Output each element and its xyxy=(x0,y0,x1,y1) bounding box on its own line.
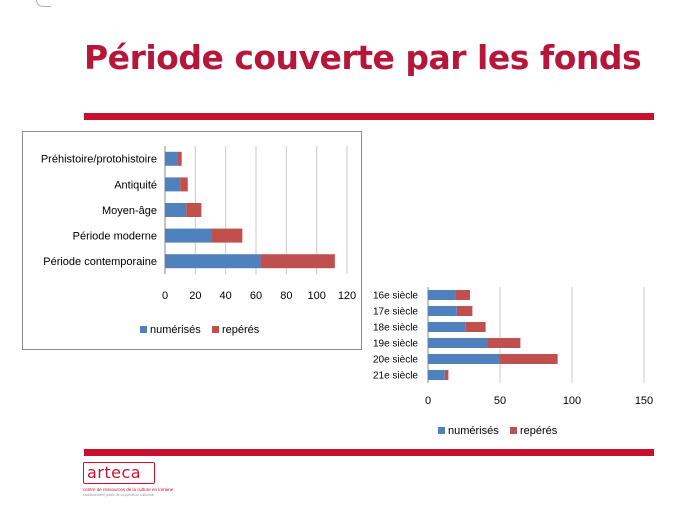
legend-label: repérés xyxy=(520,425,558,437)
category-label: 16e siècle xyxy=(373,291,418,302)
bar-numerises xyxy=(165,254,261,269)
x-tick-label: 20 xyxy=(189,290,201,302)
title-underline xyxy=(84,113,654,120)
bar-numerises xyxy=(165,228,213,243)
bar-numerises xyxy=(165,151,178,166)
x-tick-label: 150 xyxy=(635,395,653,407)
category-label: 20e siècle xyxy=(373,355,418,366)
x-tick-label: 60 xyxy=(250,290,262,302)
logo-subline: établissement public de coopération cult… xyxy=(83,493,154,497)
bar-reperes xyxy=(488,338,521,348)
corner-decoration xyxy=(36,0,51,7)
logo-wordmark: arteca xyxy=(87,463,142,482)
bar-reperes xyxy=(465,322,486,332)
bar-numerises xyxy=(428,322,466,332)
bar-numerises xyxy=(428,370,445,380)
legend-label: repérés xyxy=(222,324,260,336)
bar-numerises xyxy=(428,306,457,316)
category-label: 17e siècle xyxy=(373,307,418,318)
legend-swatch xyxy=(510,427,517,434)
bar-reperes xyxy=(500,354,558,364)
category-label: Moyen-âge xyxy=(102,205,157,217)
bar-reperes xyxy=(212,228,243,243)
x-tick-label: 120 xyxy=(338,290,356,302)
x-tick-label: 50 xyxy=(494,395,506,407)
bar-reperes xyxy=(260,254,335,269)
chart-box-periods: 0 20 40 60 80 100 120 Préhistoire/protohistoire… xyxy=(22,131,362,350)
category-label: Préhistoire/protohistoire xyxy=(41,154,157,166)
category-label: 21e siècle xyxy=(373,371,418,382)
x-tick-label: 0 xyxy=(425,395,431,407)
legend-swatch xyxy=(212,326,219,333)
bar-reperes xyxy=(455,290,470,300)
x-tick-label: 0 xyxy=(162,290,168,302)
legend-label: numérisés xyxy=(448,425,499,437)
category-label: 19e siècle xyxy=(373,339,418,350)
bar-numerises xyxy=(165,177,181,192)
category-label: 18e siècle xyxy=(373,323,418,334)
bar-numerises xyxy=(428,290,456,300)
category-label: Antiquité xyxy=(114,179,157,191)
arteca-logo: arteca centre de ressources de la cultur… xyxy=(83,462,203,502)
bar-reperes xyxy=(177,151,182,166)
legend-label: numérisés xyxy=(150,324,201,336)
footer-rule xyxy=(84,449,654,456)
legend-swatch xyxy=(438,427,445,434)
x-tick-label: 100 xyxy=(563,395,581,407)
bar-reperes xyxy=(456,306,473,316)
bar-numerises xyxy=(165,203,187,217)
category-label: Période moderne xyxy=(73,230,157,242)
logo-tagline: centre de ressources de la culture en lo… xyxy=(83,487,174,492)
bar-numerises xyxy=(428,354,500,364)
category-label: Période contemporaine xyxy=(43,256,157,268)
chart-periods: 0 20 40 60 80 100 120 Préhistoire/protohistoire… xyxy=(41,146,356,336)
legend-swatch xyxy=(140,326,147,333)
logo-frame: arteca xyxy=(83,462,155,484)
bar-numerises xyxy=(428,338,488,348)
x-tick-label: 80 xyxy=(280,290,292,302)
slide-title: Période couverte par les fonds xyxy=(84,38,642,77)
x-tick-label: 40 xyxy=(220,290,232,302)
bar-reperes xyxy=(444,370,449,380)
bar-reperes xyxy=(180,177,188,192)
bar-reperes xyxy=(186,203,202,217)
x-tick-label: 100 xyxy=(307,290,325,302)
